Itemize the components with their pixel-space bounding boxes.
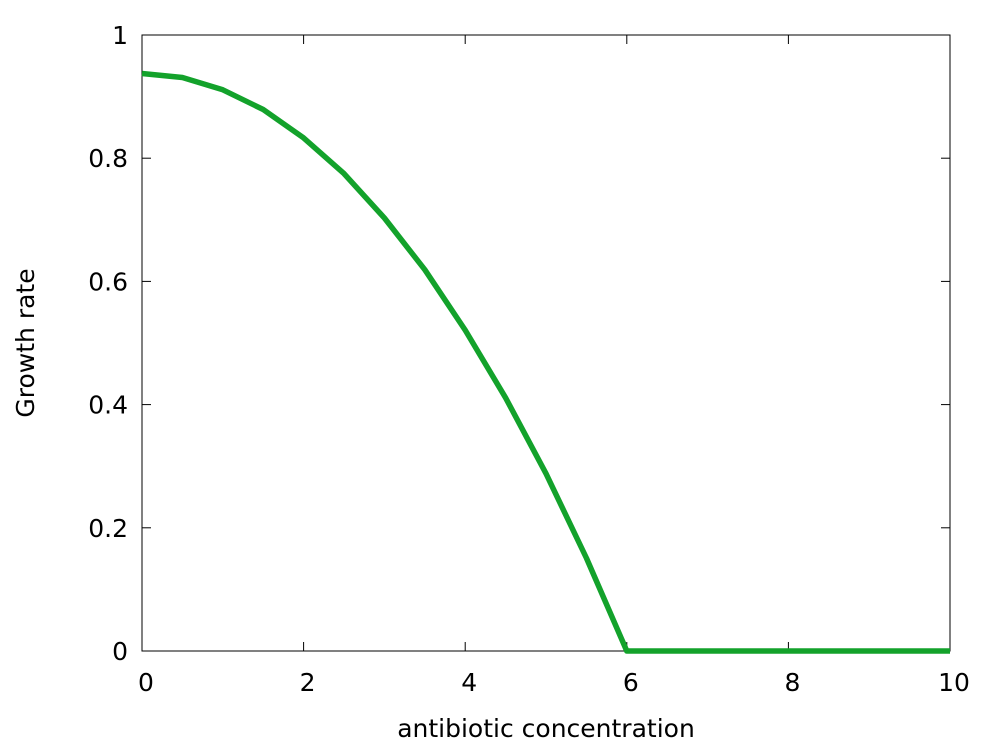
x-tick-label: 10 [938, 668, 970, 697]
y-tick-label: 0 [112, 637, 128, 666]
x-tick-label: 4 [461, 668, 477, 697]
x-tick-label: 2 [300, 668, 316, 697]
y-tick-label: 1 [112, 21, 128, 50]
x-tick-label: 8 [784, 668, 800, 697]
plot-frame [141, 34, 951, 652]
axis-ticks [142, 35, 950, 651]
x-tick-label: 6 [623, 668, 639, 697]
y-tick-label: 0.8 [88, 144, 128, 173]
series-group [141, 70, 950, 654]
y-tick-label: 0.6 [88, 267, 128, 296]
tick-labels: 0 2 4 6 8 10 0 0.2 0.4 0.6 0.8 1 [88, 21, 970, 697]
y-tick-label: 0.2 [88, 514, 128, 543]
y-axis-title: Growth rate [11, 268, 40, 417]
x-axis-title: antibiotic concentration [397, 714, 695, 743]
y-tick-label: 0.4 [88, 391, 128, 420]
x-tick-label: 0 [138, 668, 154, 697]
series-line [141, 70, 950, 654]
